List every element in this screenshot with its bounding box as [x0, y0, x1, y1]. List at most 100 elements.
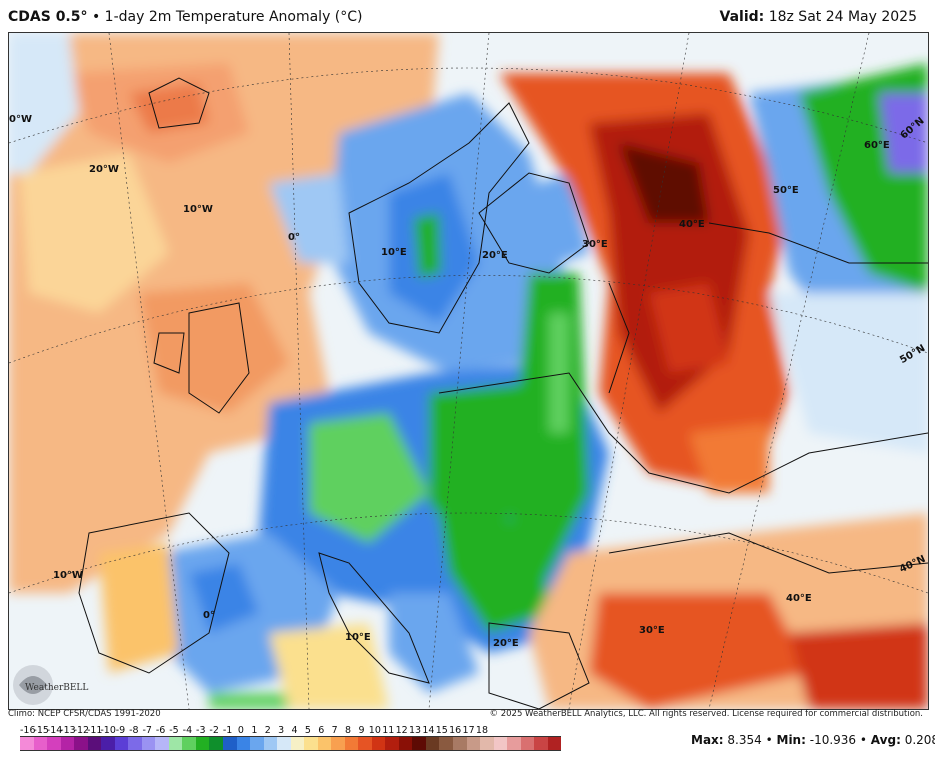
colorbar-swatch: [331, 736, 345, 751]
lon-label-10e-south: 10°E: [345, 632, 371, 643]
colorbar-swatch: [534, 736, 548, 751]
colorbar-swatch: [74, 736, 88, 751]
lon-label-20e: 20°E: [482, 250, 508, 261]
sep-2: •: [859, 733, 867, 747]
lon-label-30e-south: 30°E: [639, 625, 665, 636]
colorbar-swatch: [33, 736, 48, 751]
model-name: CDAS 0.5°: [8, 9, 88, 25]
colorbar-label: 3: [278, 725, 285, 736]
colorbar-labels: -16 -15 -14 -13 -12 -11 -10 -9 -8 -7 -6 -5 -4 -3 -2 -1 0…: [20, 725, 670, 736]
colorbar-label: -11: [86, 725, 103, 736]
colorbar-swatch: [195, 736, 210, 751]
colorbar-swatch: [290, 736, 305, 751]
lon-label-50e: 50°E: [773, 185, 799, 196]
lon-label-10e: 10°E: [381, 247, 407, 258]
colorbar-label: 15: [435, 725, 448, 736]
min-label: Min:: [776, 733, 806, 747]
coastlines: [78, 77, 928, 709]
product-title: • 1-day 2m Temperature Anomaly (°C): [91, 9, 363, 25]
max-value: 8.354: [727, 733, 762, 747]
colorbar-label: 1: [251, 725, 258, 736]
colorbar-swatch: [114, 736, 129, 751]
chart-title: CDAS 0.5° • 1-day 2m Temperature Anomaly…: [8, 9, 363, 25]
colorbar-label: 11: [382, 725, 395, 736]
valid-time: Valid: 18z Sat 24 May 2025: [720, 9, 918, 25]
colorbar-label: -15: [33, 725, 49, 736]
colorbar-swatch: [60, 736, 75, 751]
colorbar-swatch: [168, 736, 183, 751]
colorbar-label: -7: [142, 725, 152, 736]
colorbar-label: 18: [475, 725, 489, 736]
colorbar-label: -4: [182, 725, 193, 736]
colorbar-swatch: [547, 736, 562, 751]
valid-time-value: 18z Sat 24 May 2025: [768, 9, 917, 25]
colorbar-swatch: [155, 736, 169, 751]
colorbar-swatch: [182, 736, 196, 751]
colorbar-swatch: [222, 736, 237, 751]
colorbar-label: 6: [318, 725, 325, 736]
colorbar-swatch: [371, 736, 386, 751]
copyright-note: © 2025 WeatherBELL Analytics, LLC. All r…: [489, 709, 923, 719]
lon-label-0: 0°: [288, 232, 300, 243]
colorbar-swatch: [425, 736, 440, 751]
lon-label-20w: 20°W: [89, 164, 119, 175]
colorbar-label: 4: [291, 725, 298, 736]
colorbar-label: 0: [237, 725, 244, 736]
colorbar-swatch: [398, 736, 413, 751]
avg-label: Avg:: [870, 733, 901, 747]
colorbar-label: 13: [408, 725, 422, 736]
colorbar-swatch: [480, 736, 494, 751]
colorbar-swatch: [236, 736, 251, 751]
colorbar-label: -6: [155, 725, 166, 736]
colorbar-label: -9: [115, 725, 126, 736]
colorbar-swatch: [385, 736, 399, 751]
anomaly-map: 0°W 20°W 10°W 0° 10°E 20°E 30°E 40°E 50°…: [8, 32, 929, 710]
colorbar-swatch: [141, 736, 156, 751]
colorbar-label: -5: [169, 725, 179, 736]
colorbar-swatch: [507, 736, 521, 751]
lon-label-10w-south: 10°W: [53, 570, 83, 581]
colorbar-swatch: [20, 736, 34, 751]
colorbar-label: 14: [422, 725, 435, 736]
sep-1: •: [765, 733, 773, 747]
stats-summary: Max: 8.354 • Min: -10.936 • Avg: 0.208: [691, 733, 935, 747]
header: CDAS 0.5° • 1-day 2m Temperature Anomaly…: [0, 0, 935, 32]
anomaly-field: [9, 33, 928, 709]
colorbar-label: 8: [345, 725, 352, 736]
colorbar-swatch: [250, 736, 264, 751]
colorbar-label: -13: [60, 725, 76, 736]
colorbar-swatch: [263, 736, 278, 751]
lon-label-40e-south: 40°E: [786, 593, 812, 604]
colorbar-label: 9: [358, 725, 365, 736]
colorbar-label: 2: [264, 725, 271, 736]
colorbar-label: -3: [196, 725, 206, 736]
lon-label-60e: 60°E: [864, 140, 890, 151]
colorbar-label: -2: [209, 725, 219, 736]
colorbar-swatch: [47, 736, 61, 751]
svg-text:WeatherBELL: WeatherBELL: [25, 683, 88, 693]
min-value: -10.936: [809, 733, 857, 747]
colorbar-label: 16: [449, 725, 462, 736]
colorbar-swatch: [439, 736, 453, 751]
valid-label: Valid:: [719, 9, 765, 25]
colorbar-swatches: [20, 736, 670, 751]
colorbar-label: -16: [20, 725, 36, 736]
colorbar-swatch: [520, 736, 535, 751]
lon-label-20e-south: 20°E: [493, 638, 519, 649]
colorbar-label: -12: [73, 725, 90, 736]
colorbar-label: 7: [331, 725, 338, 736]
colorbar-swatch: [466, 736, 481, 751]
colorbar-swatch: [412, 736, 426, 751]
colorbar-swatch: [128, 736, 142, 751]
colorbar: -16 -15 -14 -13 -12 -11 -10 -9 -8 -7 -6 -5 -4 -3 -2 -1 0…: [20, 725, 670, 755]
colorbar-swatch: [453, 736, 467, 751]
colorbar-swatch: [358, 736, 372, 751]
colorbar-label: -1: [222, 725, 233, 736]
colorbar-swatch: [344, 736, 359, 751]
lon-label-0w: 0°W: [9, 114, 32, 125]
colorbar-label: -10: [100, 725, 116, 736]
max-label: Max:: [691, 733, 724, 747]
lon-label-40e: 40°E: [679, 219, 705, 230]
colorbar-swatch: [101, 736, 115, 751]
colorbar-swatch: [87, 736, 102, 751]
